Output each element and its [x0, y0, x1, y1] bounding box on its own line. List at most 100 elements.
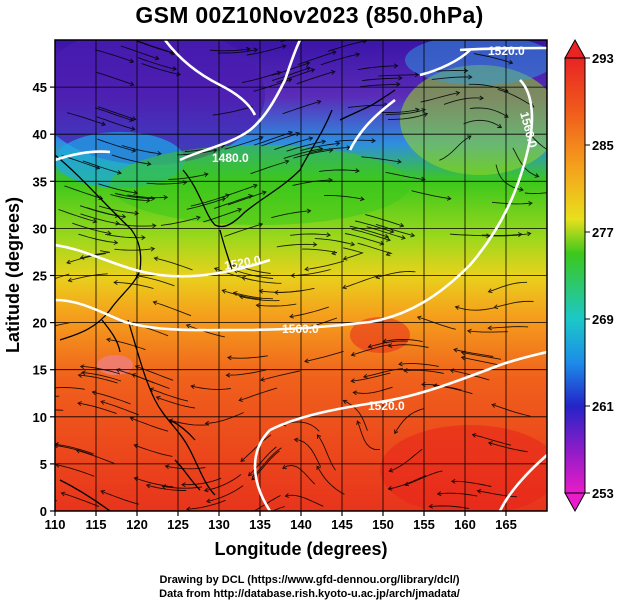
streamline: [420, 92, 460, 103]
streamline-arrowhead: [487, 325, 492, 331]
streamline-arrowhead: [305, 66, 311, 71]
streamline: [80, 213, 120, 225]
streamline: [473, 53, 513, 64]
streamline: [461, 351, 502, 360]
streamline-arrowhead: [316, 434, 322, 439]
streamline: [58, 209, 97, 223]
streamline-arrowhead: [460, 355, 466, 361]
streamline: [388, 344, 429, 348]
streamline: [98, 205, 139, 214]
streamline-arrowhead: [146, 198, 151, 203]
streamline: [134, 444, 173, 457]
streamline-arrowhead: [359, 196, 365, 202]
streamline: [206, 485, 244, 503]
streamline: [55, 252, 56, 253]
streamline: [388, 475, 427, 490]
streamline: [224, 223, 263, 237]
streamline-arrowhead: [75, 448, 81, 454]
streamline: [231, 263, 271, 274]
streamline-arrowhead: [115, 220, 121, 226]
streamline-arrowhead: [449, 368, 455, 374]
streamline: [351, 344, 391, 356]
streamline: [191, 385, 231, 390]
streamline-arrowhead: [287, 130, 293, 136]
colorbar-tick-label: 285: [592, 138, 614, 153]
streamline-arrowhead: [328, 177, 333, 183]
streamline-arrowhead: [342, 284, 347, 290]
streamline-arrowhead: [115, 368, 121, 373]
streamline: [327, 40, 367, 52]
streamline-arrowhead: [304, 358, 309, 364]
streamline: [135, 275, 175, 287]
streamline-arrowhead: [164, 464, 170, 470]
streamline: [55, 409, 64, 411]
streamline-arrowhead: [503, 87, 509, 93]
streamline-arrowhead: [221, 196, 227, 202]
streamline: [355, 220, 394, 233]
streamline: [461, 356, 501, 366]
streamline-arrowhead: [77, 401, 82, 407]
streamline-arrowhead: [23, 410, 27, 414]
streamline: [114, 192, 155, 200]
streamline: [344, 233, 384, 245]
x-axis-title: Longitude (degrees): [214, 539, 387, 559]
streamline: [239, 295, 280, 302]
streamline-arrowhead: [350, 351, 356, 357]
streamline: [55, 443, 94, 455]
streamline: [137, 40, 176, 55]
streamline: [304, 260, 345, 270]
streamline-arrowhead: [455, 90, 461, 96]
streamline-arrowhead: [479, 95, 484, 101]
streamline-arrowhead: [246, 512, 250, 516]
streamline: [375, 271, 416, 279]
streamline-arrowhead: [487, 441, 493, 446]
streamline-arrowhead: [284, 159, 290, 165]
streamline-arrowhead: [397, 159, 402, 164]
streamline-arrowhead: [185, 323, 191, 329]
streamline-arrowhead: [281, 44, 287, 49]
streamline-arrowhead: [155, 395, 161, 401]
streamline: [212, 106, 253, 116]
streamline: [361, 77, 402, 82]
streamline: [233, 269, 274, 279]
streamline-arrowhead: [55, 462, 60, 468]
streamline-arrowhead: [450, 478, 456, 484]
streamline-arrowhead: [253, 183, 258, 189]
streamline: [181, 477, 222, 486]
streamline-arrowhead: [415, 107, 420, 113]
x-tick-label: 140: [290, 517, 312, 532]
streamline-arrowhead: [552, 150, 556, 154]
streamline: [296, 71, 335, 85]
streamline: [248, 446, 277, 477]
streamline-arrowhead: [519, 186, 524, 192]
streamline-arrowhead: [182, 180, 188, 186]
streamline: [472, 434, 512, 446]
streamline-arrowhead: [81, 370, 86, 376]
streamline: [282, 464, 316, 485]
streamline-arrowhead: [388, 467, 394, 473]
streamline: [443, 97, 484, 105]
streamline-arrowhead: [181, 482, 186, 488]
streamline-arrowhead: [331, 250, 336, 256]
streamline: [431, 76, 472, 80]
streamline: [261, 132, 300, 147]
streamline-arrowhead: [398, 361, 403, 367]
streamline-arrowhead: [423, 112, 429, 117]
streamline-arrowhead: [98, 195, 104, 201]
streamline: [260, 370, 300, 381]
streamline: [141, 63, 181, 76]
streamline-arrowhead: [91, 390, 97, 396]
colorbar-tick-label: 269: [592, 312, 614, 327]
streamline: [411, 190, 451, 200]
streamline-arrowhead: [258, 135, 264, 141]
y-tick-label: 35: [33, 174, 47, 189]
streamline: [274, 137, 313, 151]
streamline-arrowhead: [134, 364, 140, 370]
streamline: [304, 350, 344, 362]
streamline: [468, 83, 509, 92]
streamline-arrowhead: [66, 259, 71, 265]
x-tick-label: 130: [208, 517, 230, 532]
streamline: [186, 499, 226, 510]
streamline: [72, 222, 111, 235]
coastlines: [55, 89, 396, 511]
